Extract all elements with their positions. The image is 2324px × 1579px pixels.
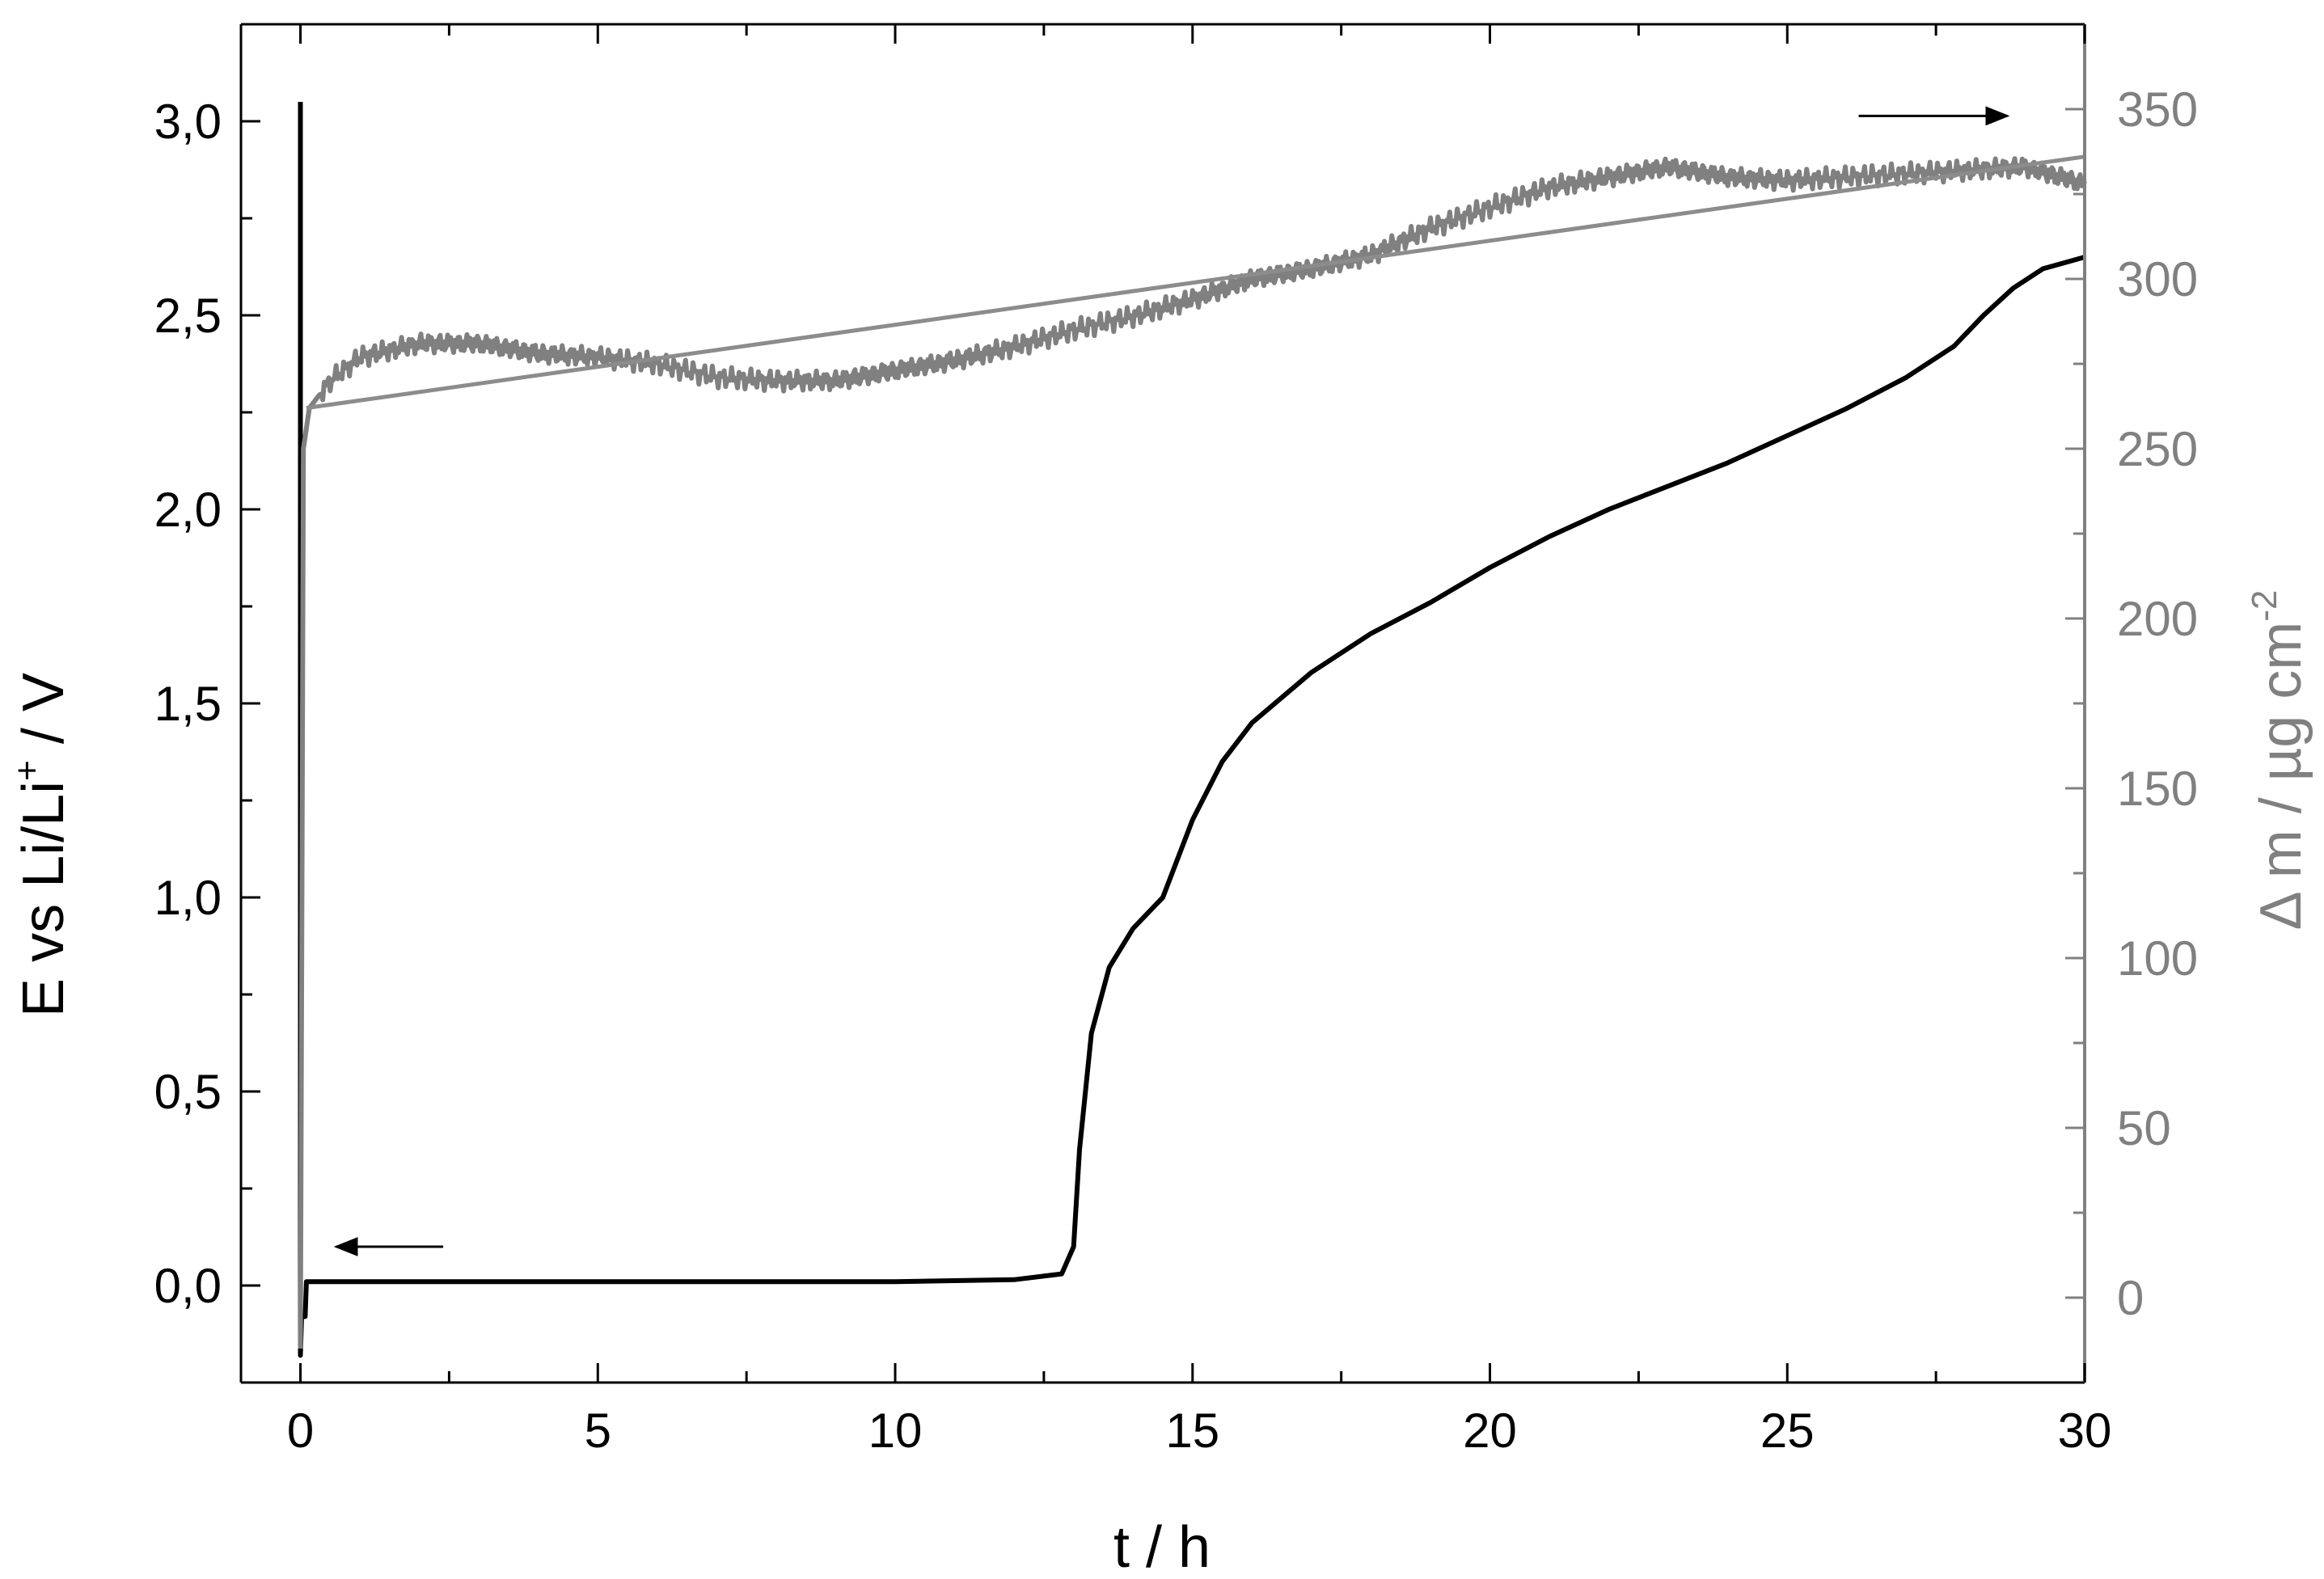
axes: 0 5 10 15 20 25 30 0,0 0,5 1,0 1,5 2,0 2,5 3,0 0 50 100 1… (154, 23, 2198, 1458)
y-left-tick-label: 0,0 (154, 1259, 222, 1313)
x-tick-label: 15 (1165, 1404, 1219, 1458)
y-left-tick-label: 0,5 (154, 1065, 222, 1119)
x-tick-label: 0 (287, 1404, 314, 1458)
y-right-tick-label: 350 (2117, 82, 2198, 137)
y-left-axis-title: E vs Li/Li+ / V (7, 673, 76, 1017)
y-left-tick-label: 2,5 (154, 289, 222, 343)
mass-change-curve (298, 156, 2087, 1349)
mass-linear-fit (306, 154, 2085, 411)
annotation-layer (333, 106, 2010, 1256)
y-right-tick-label: 150 (2117, 762, 2198, 816)
y-right-tick-label: 300 (2117, 252, 2198, 306)
y-left-tick-label: 2,0 (154, 483, 222, 537)
x-axis-title: t / h (1113, 1515, 1211, 1579)
y-left-tick-label: 1,5 (154, 677, 222, 731)
y-right-tick-label: 200 (2117, 592, 2198, 646)
potential-curve (298, 102, 2085, 1358)
x-tick-label: 25 (1760, 1404, 1815, 1458)
y-right-tick-label: 250 (2117, 422, 2198, 476)
y-right-tick-label: 0 (2117, 1271, 2144, 1325)
series-layer (298, 102, 2087, 1358)
y-right-tick-label: 100 (2117, 931, 2198, 986)
y-right-axis-title: Δ m / µg cm-2 (2245, 590, 2313, 931)
x-tick-label: 10 (868, 1404, 923, 1458)
x-tick-label: 5 (585, 1404, 611, 1458)
y-left-tick-label: 1,0 (154, 871, 222, 925)
x-tick-label: 30 (2058, 1404, 2112, 1458)
y-left-tick-label: 3,0 (154, 95, 222, 149)
x-tick-label: 20 (1463, 1404, 1517, 1458)
y-right-tick-label: 50 (2117, 1101, 2171, 1155)
